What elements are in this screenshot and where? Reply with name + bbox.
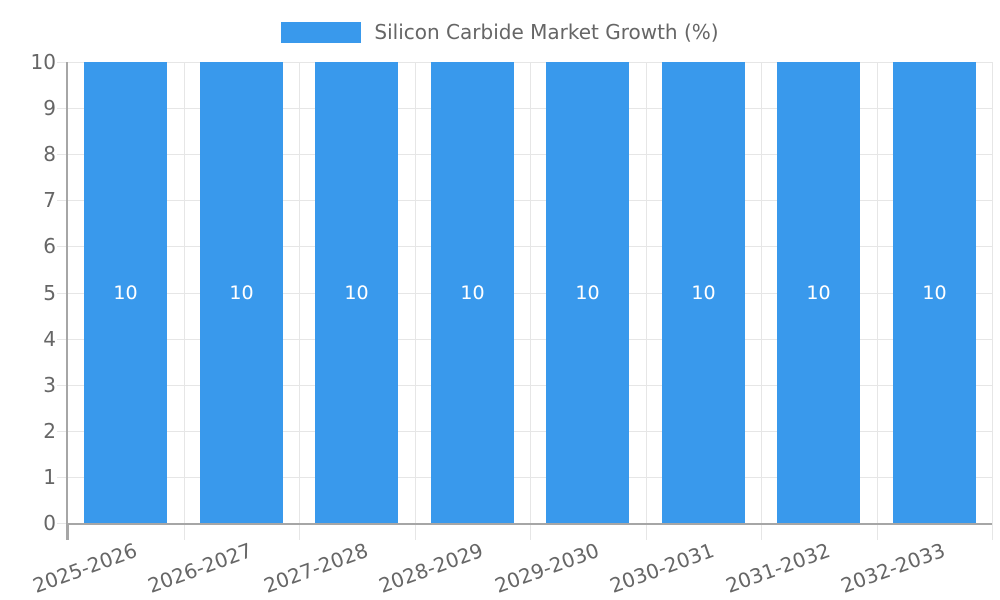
y-tick-mark bbox=[57, 154, 68, 155]
x-tick-mark bbox=[415, 523, 416, 540]
x-tick-mark bbox=[530, 523, 531, 540]
y-tick-mark bbox=[57, 339, 68, 340]
bar-value-label: 10 bbox=[113, 282, 138, 304]
bar[interactable] bbox=[893, 62, 976, 523]
x-gridline bbox=[877, 62, 878, 523]
x-tick-label: 2025-2026 bbox=[29, 538, 141, 598]
x-gridline bbox=[299, 62, 300, 523]
y-tick-label: 4 bbox=[43, 327, 56, 351]
bar-value-label: 10 bbox=[806, 282, 831, 304]
x-gridline bbox=[761, 62, 762, 523]
y-tick-label: 10 bbox=[30, 50, 56, 74]
y-tick-label: 6 bbox=[43, 234, 56, 258]
bar-value-label: 10 bbox=[922, 282, 947, 304]
x-gridline bbox=[184, 62, 185, 523]
bar[interactable] bbox=[315, 62, 398, 523]
y-tick-label: 9 bbox=[43, 96, 56, 120]
y-tick-mark bbox=[57, 246, 68, 247]
y-tick-label: 2 bbox=[43, 419, 56, 443]
bar-value-label: 10 bbox=[344, 282, 369, 304]
bar-value-label: 10 bbox=[460, 282, 485, 304]
x-tick-label: 2028-2029 bbox=[375, 538, 487, 598]
x-gridline bbox=[415, 62, 416, 523]
bar[interactable] bbox=[431, 62, 514, 523]
x-gridline bbox=[530, 62, 531, 523]
legend-swatch bbox=[281, 21, 362, 43]
x-tick-label: 2029-2030 bbox=[491, 538, 603, 598]
x-tick-mark bbox=[992, 523, 993, 540]
y-tick-mark bbox=[57, 477, 68, 478]
x-gridline bbox=[646, 62, 647, 523]
chart-legend: Silicon Carbide Market Growth (%) bbox=[0, 20, 1000, 44]
y-tick-label: 8 bbox=[43, 142, 56, 166]
bar-value-label: 10 bbox=[229, 282, 254, 304]
y-tick-mark bbox=[57, 62, 68, 63]
x-tick-mark bbox=[646, 523, 647, 540]
bar[interactable] bbox=[777, 62, 860, 523]
y-tick-label: 7 bbox=[43, 188, 56, 212]
bar[interactable] bbox=[200, 62, 283, 523]
bar-value-label: 10 bbox=[575, 282, 600, 304]
bar[interactable] bbox=[546, 62, 629, 523]
y-tick-mark bbox=[57, 523, 68, 524]
x-tick-mark bbox=[299, 523, 300, 540]
y-tick-mark bbox=[57, 293, 68, 294]
y-tick-mark bbox=[57, 200, 68, 201]
x-tick-mark bbox=[184, 523, 185, 540]
y-axis-line bbox=[66, 62, 68, 540]
x-tick-mark bbox=[877, 523, 878, 540]
x-gridline bbox=[992, 62, 993, 523]
legend-item[interactable]: Silicon Carbide Market Growth (%) bbox=[281, 20, 719, 44]
bar[interactable] bbox=[84, 62, 167, 523]
y-tick-mark bbox=[57, 108, 68, 109]
x-tick-label: 2031-2032 bbox=[722, 538, 834, 598]
bar-value-label: 10 bbox=[691, 282, 716, 304]
y-tick-mark bbox=[57, 385, 68, 386]
bar[interactable] bbox=[662, 62, 745, 523]
x-tick-label: 2032-2033 bbox=[837, 538, 949, 598]
x-tick-label: 2026-2027 bbox=[144, 538, 256, 598]
legend-label: Silicon Carbide Market Growth (%) bbox=[374, 20, 719, 44]
x-tick-label: 2030-2031 bbox=[606, 538, 718, 598]
y-tick-label: 1 bbox=[43, 465, 56, 489]
y-tick-mark bbox=[57, 431, 68, 432]
x-axis-line bbox=[68, 523, 992, 525]
x-tick-label: 2027-2028 bbox=[260, 538, 372, 598]
x-tick-mark bbox=[761, 523, 762, 540]
y-tick-label: 3 bbox=[43, 373, 56, 397]
y-tick-label: 5 bbox=[43, 281, 56, 305]
x-tick-mark bbox=[68, 523, 69, 540]
y-tick-label: 0 bbox=[43, 511, 56, 535]
